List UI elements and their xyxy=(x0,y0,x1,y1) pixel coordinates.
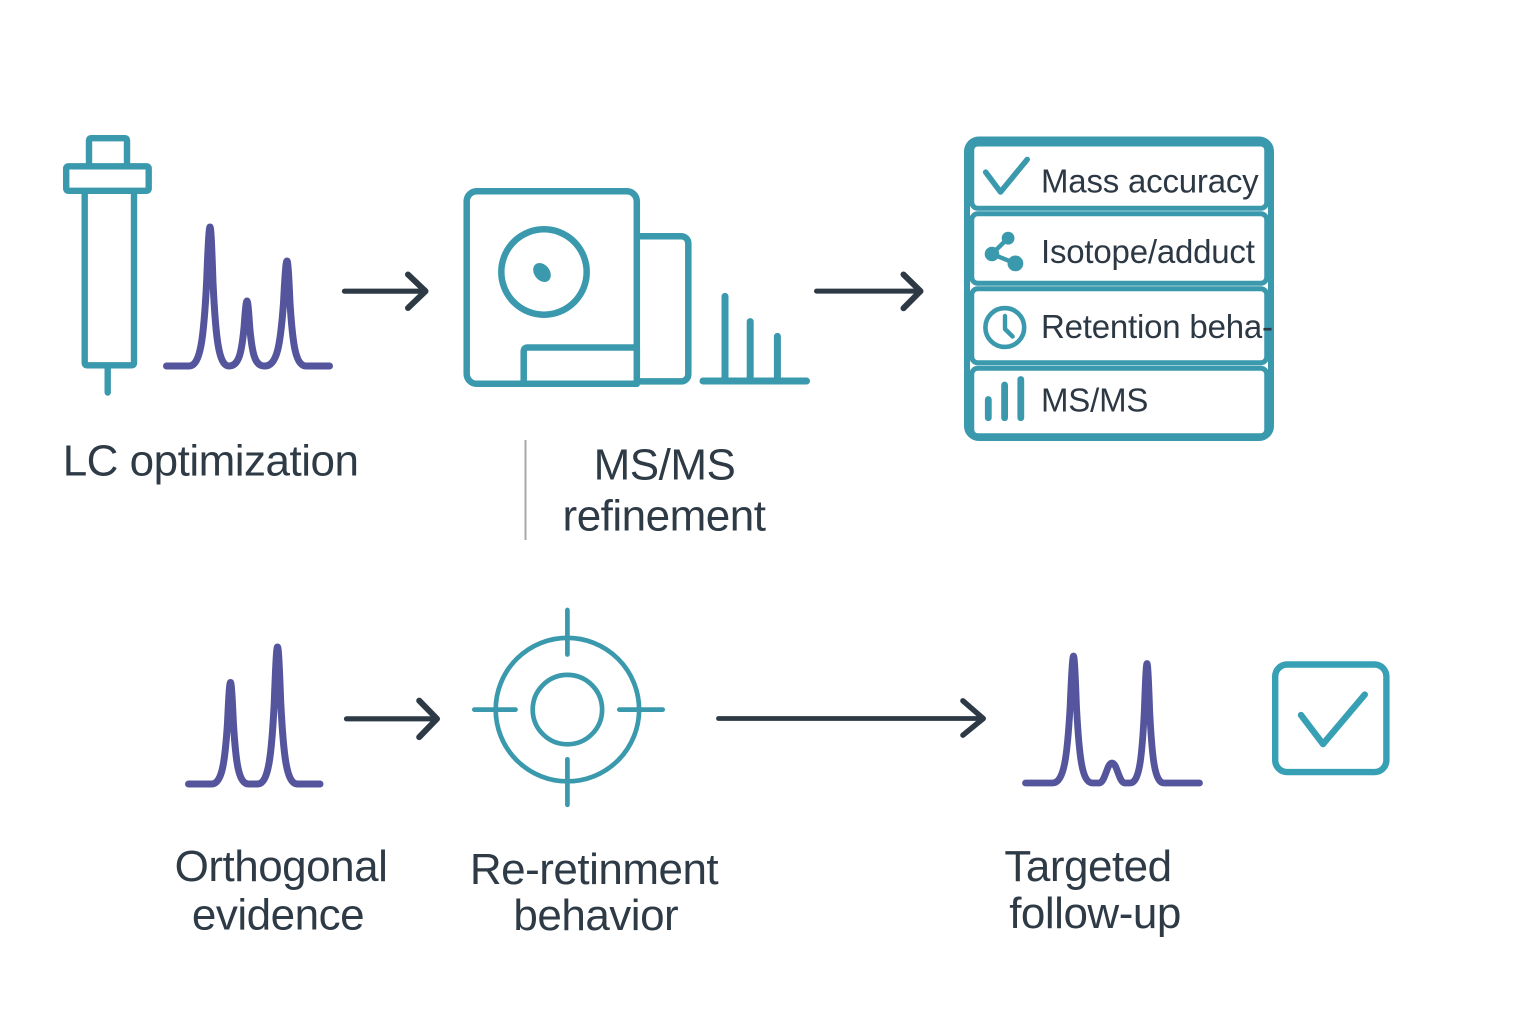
svg-text:MS/MS: MS/MS xyxy=(1041,382,1148,419)
svg-text:LC optimization: LC optimization xyxy=(63,437,359,486)
svg-text:follow-up: follow-up xyxy=(1009,889,1181,938)
svg-text:Re-retinment: Re-retinment xyxy=(470,845,719,894)
svg-text:refinement: refinement xyxy=(563,491,766,540)
svg-text:MS/MS: MS/MS xyxy=(594,440,736,489)
svg-text:Mass accuracy: Mass accuracy xyxy=(1041,163,1259,200)
svg-text:Orthogonal: Orthogonal xyxy=(175,842,388,891)
svg-text:evidence: evidence xyxy=(192,890,364,939)
svg-text:Retention beha-: Retention beha- xyxy=(1041,308,1273,345)
svg-text:behavior: behavior xyxy=(513,891,678,940)
svg-text:Isotope/adduct: Isotope/adduct xyxy=(1041,233,1255,270)
svg-text:Targeted: Targeted xyxy=(1004,842,1171,891)
